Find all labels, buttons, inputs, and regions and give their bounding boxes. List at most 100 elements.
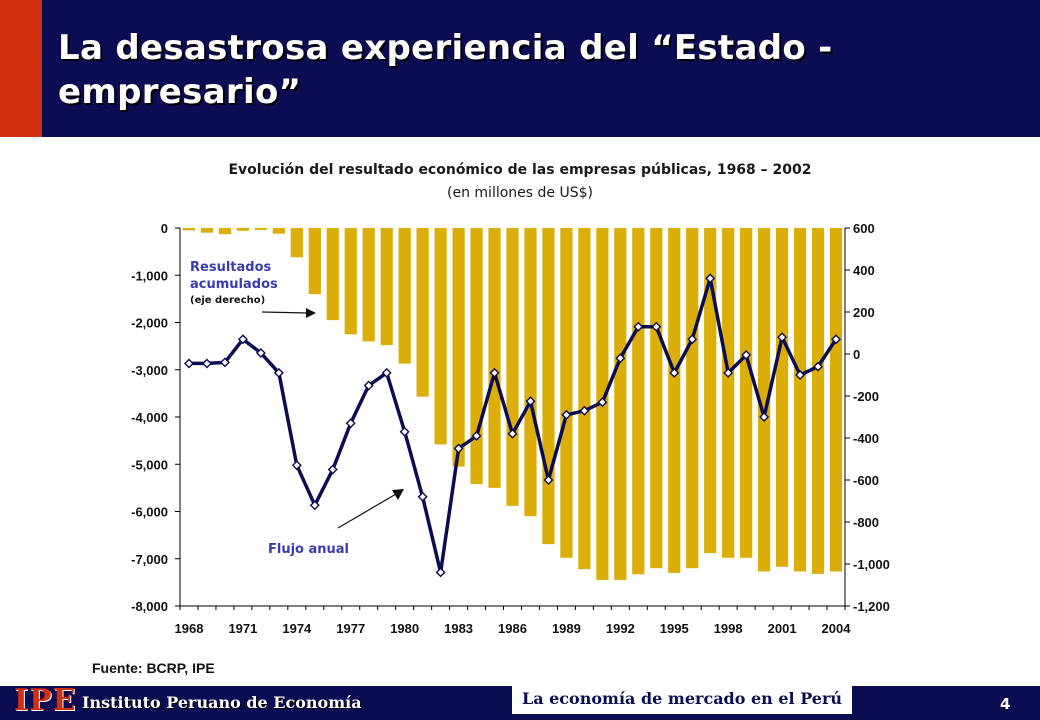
bar-1996 [686,228,699,569]
footer-tagline: La economía de mercado en el Perú [521,689,843,708]
point-1983 [453,443,464,454]
bar-1976 [326,228,339,321]
bar-2001 [775,228,789,567]
point-1998 [723,367,734,378]
bar-1985 [488,228,501,488]
chart-subtitle: (en millones de US$) [447,185,593,201]
bar-1972 [254,228,267,230]
bar-1982 [434,228,447,445]
left-tick-label: 0 [161,221,168,236]
bars-layer [182,228,843,581]
annotation-flujo: Flujo anual [268,542,349,557]
point-1986 [507,428,518,439]
bar-2003 [811,228,825,574]
right-tick-label: -400 [853,431,879,446]
right-tick-label: 200 [853,305,875,320]
axes-layer: 0 -1,000 -2,000 -3,000 -4,000 -5,000 -6,000 -7,… [131,221,890,636]
x-tick-label: 1998 [714,621,743,636]
point-2004 [831,334,842,345]
title-accent-bar [0,0,42,137]
bar-2004 [829,228,843,572]
right-tick-label: 400 [853,263,875,278]
bar-1997 [704,228,717,554]
bar-1975 [308,228,321,295]
annotation-resultados-arrowhead [306,308,316,318]
point-1990 [579,405,590,416]
bar-1998 [722,228,735,558]
bar-1977 [344,228,357,335]
point-1976 [327,464,338,475]
point-1969 [201,358,212,369]
bar-1973 [272,228,285,234]
point-1974 [291,460,302,471]
x-tick-label: 2001 [768,621,797,636]
footer-institute: Instituto Peruano de Economía [82,693,362,712]
point-1968 [183,358,194,369]
point-1977 [345,418,356,429]
x-tick-label: 1983 [444,621,473,636]
point-1984 [471,430,482,441]
line-layer [183,273,842,578]
left-tick-label: -2,000 [131,316,168,331]
bar-1969 [200,228,214,233]
annotation-resultados-line2: acumulados [190,277,278,292]
ipe-logo: IPE [14,683,77,718]
bar-1981 [416,228,429,397]
x-tick-label: 1995 [660,621,689,636]
source-note: Fuente: BCRP, IPE [92,660,215,676]
annotation-resultados-line3: (eje derecho) [190,295,265,306]
point-1999 [741,350,752,361]
left-tick-label: -3,000 [131,363,168,378]
bar-1983 [452,228,465,467]
bar-1974 [290,228,303,258]
point-2001 [777,332,788,343]
x-tick-label: 1974 [282,621,312,636]
point-1975 [309,500,320,511]
bar-1978 [362,228,375,342]
point-1970 [219,357,230,368]
bar-2000 [758,228,771,572]
x-tick-label: 1989 [552,621,581,636]
annotations-layer: Resultados acumulados (eje derecho) Fluj… [190,260,404,557]
x-tick-label: 1977 [336,621,365,636]
bar-1989 [560,228,573,558]
bar-1984 [470,228,483,485]
point-1992 [615,353,626,364]
bar-1988 [542,228,555,545]
bar-1968 [182,228,196,231]
point-1985 [489,367,500,378]
point-2002 [795,370,806,380]
point-1973 [273,367,284,378]
page-number: 4 [1000,695,1011,713]
right-tick-label: -600 [853,473,879,488]
x-tick-label: 1968 [175,621,204,636]
left-tick-label: -1,000 [131,268,168,283]
point-1989 [561,409,572,420]
point-1982 [435,567,446,578]
bar-1970 [218,228,232,235]
footer-tagline-box [512,684,852,714]
point-1988 [543,475,554,485]
annotation-resultados-arrow [261,311,309,314]
point-1971 [237,334,248,345]
point-1972 [255,347,266,358]
left-tick-label: -6,000 [131,505,168,520]
right-tick-label: -1,200 [853,599,890,614]
bar-1987 [524,228,537,517]
bar-1993 [632,228,645,575]
point-1978 [363,380,374,391]
right-tick-label: -1,000 [853,557,890,572]
left-tick-label: -7,000 [131,552,168,567]
right-tick-label: -200 [853,389,879,404]
annotation-resultados-line1: Resultados [190,260,271,275]
bar-1986 [506,228,519,506]
point-1995 [669,367,680,378]
bar-1995 [668,228,681,573]
point-1991 [597,397,608,408]
point-1993 [633,321,644,332]
point-2003 [813,361,824,372]
slide-title: La desastrosa experiencia del “Estado - … [58,28,833,112]
right-tick-label: 600 [853,221,875,236]
right-tick-label: -800 [853,515,879,530]
